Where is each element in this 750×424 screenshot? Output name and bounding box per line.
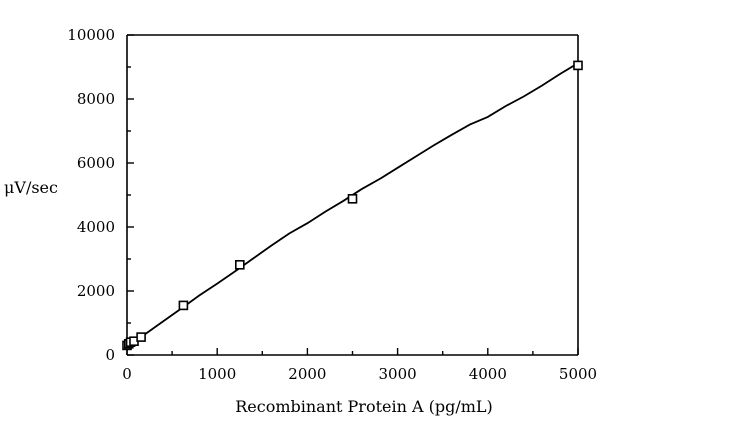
data-point-marker	[347, 194, 358, 204]
data-points	[122, 60, 583, 351]
data-point-marker	[136, 332, 146, 342]
data-point-marker	[573, 60, 583, 71]
y-tick-label: 0	[105, 346, 115, 364]
y-tick-label: 8000	[77, 90, 115, 108]
y-tick-label: 10000	[67, 26, 115, 44]
y-tick-label: 2000	[77, 282, 115, 300]
fit-curve-group	[126, 62, 579, 347]
x-tick-label: 2000	[288, 365, 326, 383]
x-tick-label: 3000	[379, 365, 417, 383]
x-axis-label: Recombinant Protein A (pg/mL)	[235, 397, 493, 416]
x-tick-label: 5000	[559, 365, 597, 383]
data-point-marker	[178, 300, 189, 311]
x-tick-label: 0	[122, 365, 132, 383]
y-axis-ticks: 0 2000 4000 6000 8000 10000	[67, 26, 134, 364]
x-tick-label: 1000	[198, 365, 236, 383]
y-tick-label: 4000	[77, 218, 115, 236]
fit-curve	[126, 62, 579, 347]
data-point-marker	[235, 259, 245, 270]
y-tick-label: 6000	[77, 154, 115, 172]
x-axis-ticks: 0 1000 2000 3000 4000 5000	[122, 348, 597, 383]
x-tick-label: 4000	[469, 365, 507, 383]
y-axis-label: μV/sec	[4, 178, 58, 197]
